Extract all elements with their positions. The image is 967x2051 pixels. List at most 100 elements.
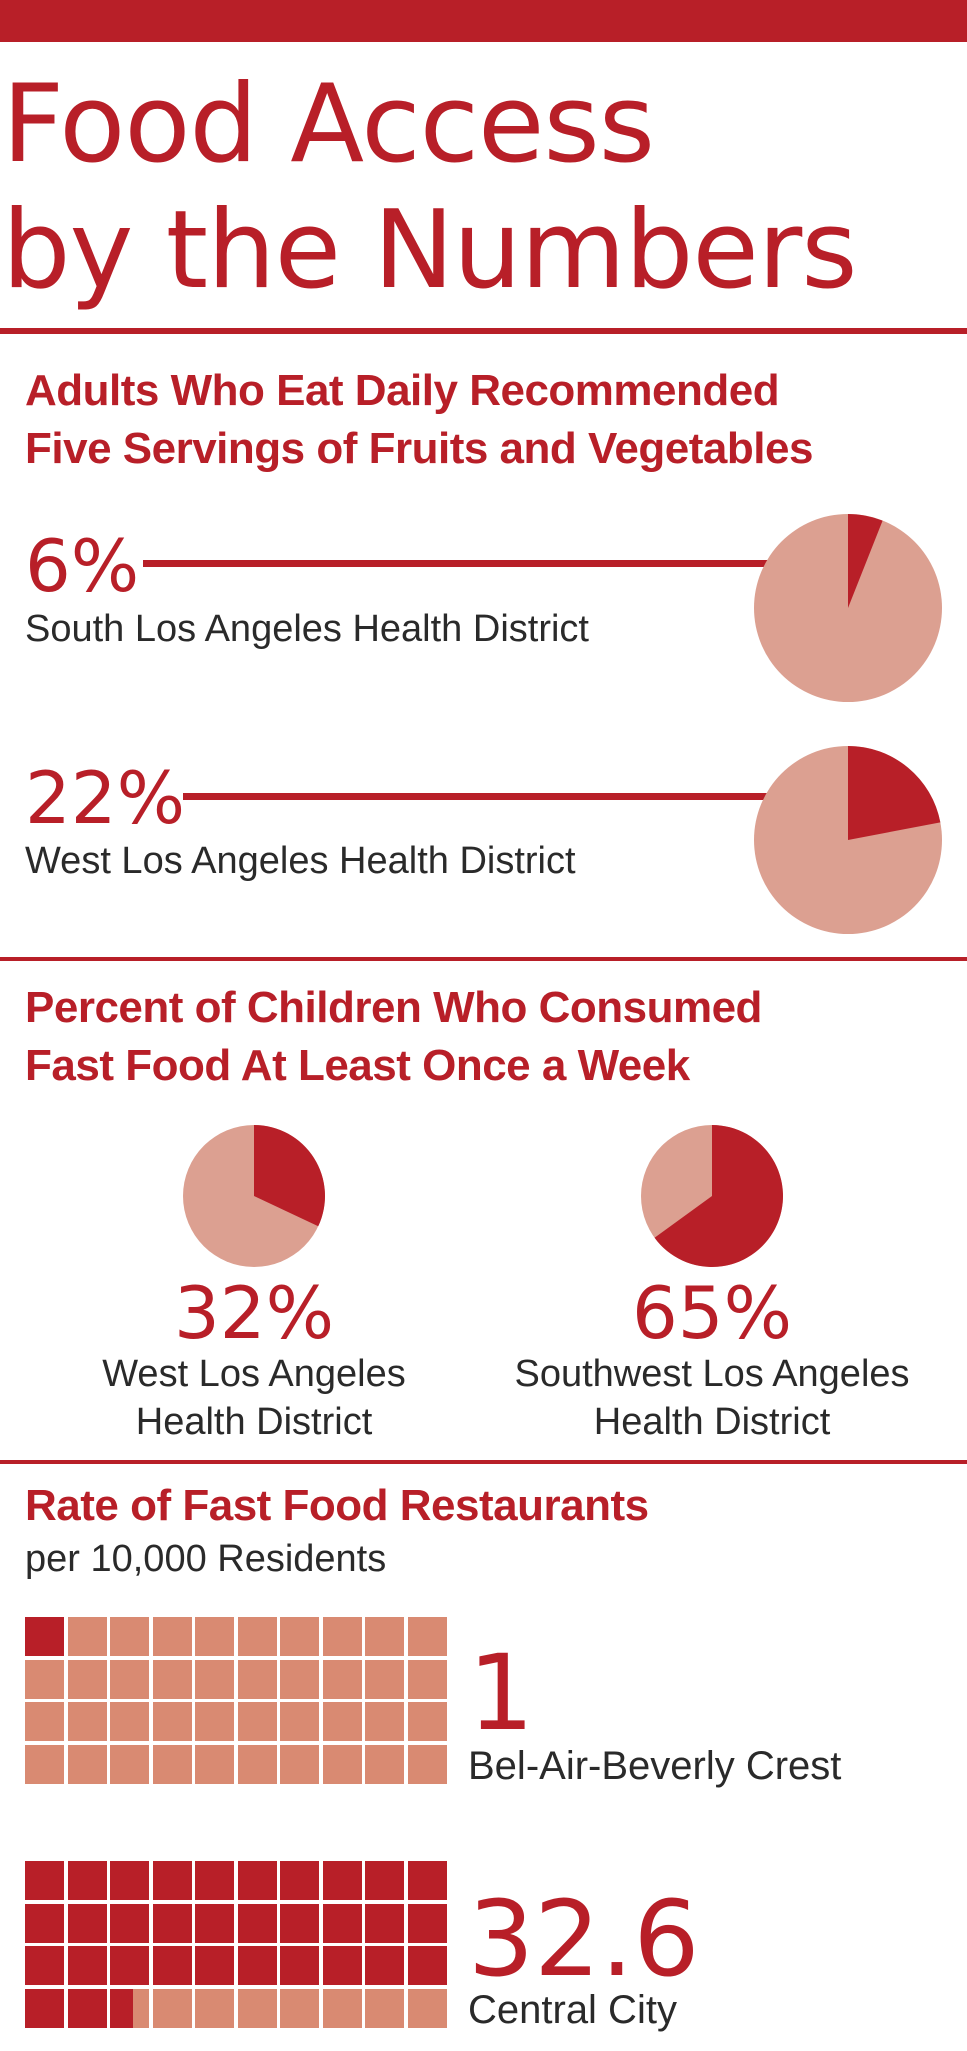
central-city-waffle-cell: [67, 1988, 107, 2028]
bel-air-waffle-cell: [152, 1617, 192, 1656]
central-city-waffle-cell: [195, 1946, 234, 1985]
central-city-waffle-cell: [280, 1903, 319, 1943]
west-la-leader-line: [183, 793, 840, 800]
central-city-waffle-cell: [237, 1946, 277, 1985]
section-fast-food-children-title-line-2: Fast Food At Least Once a Week: [25, 1041, 690, 1090]
bel-air-waffle-cell: [237, 1744, 277, 1784]
central-city-waffle-cell-fill: [407, 1903, 447, 1943]
central-city-waffle-cell-fill: [237, 1946, 277, 1985]
bel-air-waffle-cell: [322, 1702, 362, 1741]
central-city-waffle-cell-fill: [152, 1861, 192, 1900]
bel-air-waffle-cell: [67, 1617, 107, 1656]
central-city-waffle-cell-fill: [110, 1861, 149, 1900]
central-city-waffle-cell: [25, 1988, 64, 2028]
west-la-children-pie: [183, 1125, 325, 1267]
page-title-line-1: Food Access: [2, 62, 655, 187]
west-la-children-pie-value-slice: [254, 1125, 325, 1227]
central-city-waffle-cell: [25, 1903, 64, 1943]
bel-air-waffle-cell: [237, 1617, 277, 1656]
bel-air-waffle-cell: [25, 1702, 64, 1741]
southwest-la-children-label: Southwest Los Angeles Health District: [502, 1350, 922, 1446]
west-la-children-label-line-2: Health District: [135, 1401, 373, 1443]
divider-title: [0, 328, 967, 334]
central-city-waffle-cell: [110, 1946, 149, 1985]
central-city-waffle-cell: [407, 1988, 447, 2028]
central-city-waffle-cell-fill: [110, 1903, 149, 1943]
west-la-percent: 22%: [25, 756, 186, 840]
bel-air-waffle-cell: [195, 1744, 234, 1784]
central-city-waffle-cell: [152, 1946, 192, 1985]
central-city-waffle-cell-fill: [110, 1988, 134, 2028]
bel-air-waffle-cell-fill: [25, 1617, 64, 1656]
bel-air-waffle-cell: [152, 1659, 192, 1699]
central-city-waffle-cell: [280, 1988, 319, 2028]
bel-air-waffle-cell: [365, 1659, 404, 1699]
central-city-waffle-cell-fill: [67, 1946, 107, 1985]
west-la-children-label-line-1: West Los Angeles: [102, 1353, 406, 1395]
central-city-waffle-cell-fill: [25, 1946, 64, 1985]
central-city-waffle-cell: [237, 1988, 277, 2028]
top-banner: [0, 0, 967, 42]
west-la-fruit-veg-pie-value-slice: [848, 746, 941, 840]
section-restaurant-rate-title-line-1: Rate of Fast Food Restaurants: [25, 1481, 649, 1530]
section-fruit-veg-title: Adults Who Eat Daily Recommended Five Se…: [25, 362, 813, 478]
bel-air-waffle-cell: [110, 1617, 149, 1656]
central-city-waffle-cell: [110, 1988, 149, 2028]
central-city-waffle-cell: [67, 1946, 107, 1985]
central-city-waffle-cell-fill: [365, 1861, 404, 1900]
central-city-waffle-cell-fill: [152, 1903, 192, 1943]
bel-air-rate-value: 1: [468, 1632, 535, 1754]
central-city-waffle-cell-fill: [195, 1946, 234, 1985]
bel-air-waffle-cell: [322, 1744, 362, 1784]
central-city-waffle-cell-fill: [25, 1988, 64, 2028]
section-restaurant-rate-title: Rate of Fast Food Restaurants: [25, 1477, 649, 1535]
central-city-waffle-cell: [322, 1946, 362, 1985]
bel-air-waffle-cell: [365, 1702, 404, 1741]
bel-air-waffle-cell: [407, 1702, 447, 1741]
bel-air-waffle-cell: [322, 1617, 362, 1656]
central-city-waffle-cell-fill: [407, 1946, 447, 1985]
central-city-waffle-cell: [280, 1861, 319, 1900]
central-city-waffle-cell-fill: [280, 1861, 319, 1900]
section-fruit-veg-title-line-2: Five Servings of Fruits and Vegetables: [25, 424, 813, 473]
central-city-waffle-cell: [322, 1988, 362, 2028]
bel-air-waffle-cell: [110, 1744, 149, 1784]
bel-air-waffle-cell: [280, 1617, 319, 1656]
central-city-waffle-cell: [110, 1903, 149, 1943]
central-city-waffle-cell-fill: [237, 1861, 277, 1900]
central-city-waffle-cell: [365, 1903, 404, 1943]
central-city-waffle-cell: [195, 1903, 234, 1943]
bel-air-waffle-cell: [365, 1617, 404, 1656]
west-la-fruit-veg-pie: [754, 746, 942, 934]
bel-air-waffle-cell: [237, 1659, 277, 1699]
bel-air-waffle-cell: [110, 1659, 149, 1699]
bel-air-waffle-cell: [67, 1702, 107, 1741]
central-city-waffle-cell-fill: [25, 1903, 64, 1943]
central-city-waffle-cell-fill: [67, 1988, 107, 2028]
central-city-waffle-cell: [195, 1861, 234, 1900]
central-city-rate-value: 32.6: [468, 1878, 700, 2000]
divider-section-1: [0, 957, 967, 961]
bel-air-waffle-cell: [280, 1659, 319, 1699]
bel-air-waffle-cell: [67, 1659, 107, 1699]
page-title: Food Access by the Numbers: [2, 62, 857, 314]
bel-air-waffle-cell: [365, 1744, 404, 1784]
central-city-waffle-cell-fill: [322, 1946, 362, 1985]
southwest-la-children-pie: [641, 1125, 783, 1267]
south-la-fruit-veg-pie-value-slice: [848, 514, 883, 608]
south-la-label: South Los Angeles Health District: [25, 608, 589, 650]
central-city-waffle-cell-fill: [237, 1903, 277, 1943]
central-city-waffle-cell: [152, 1988, 192, 2028]
bel-air-waffle-cell: [280, 1702, 319, 1741]
central-city-waffle: [25, 1861, 447, 2028]
central-city-waffle-cell-fill: [280, 1903, 319, 1943]
central-city-waffle-cell-fill: [110, 1946, 149, 1985]
bel-air-waffle-cell: [195, 1659, 234, 1699]
central-city-waffle-cell: [365, 1861, 404, 1900]
south-la-leader-line: [143, 560, 840, 567]
central-city-waffle-cell-fill: [152, 1946, 192, 1985]
central-city-waffle-cell: [407, 1946, 447, 1985]
section-fast-food-children-title: Percent of Children Who Consumed Fast Fo…: [25, 979, 762, 1095]
bel-air-label: Bel-Air-Beverly Crest: [468, 1744, 842, 1788]
central-city-waffle-cell: [237, 1861, 277, 1900]
